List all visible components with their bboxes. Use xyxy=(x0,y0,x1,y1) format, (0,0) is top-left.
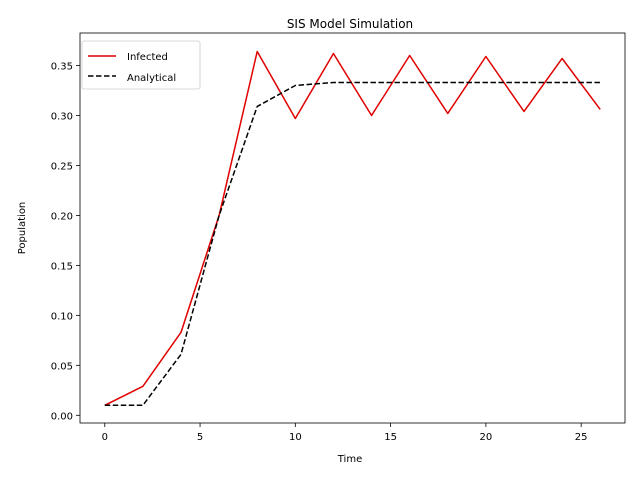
x-axis-ticks: 0 5 10 15 20 25 xyxy=(102,423,588,443)
x-tick-label: 20 xyxy=(480,432,493,443)
y-axis-label: Population xyxy=(17,202,28,255)
x-tick-label: 25 xyxy=(575,432,588,443)
y-tick-label: 0.00 xyxy=(51,411,73,422)
x-tick-label: 5 xyxy=(197,432,203,443)
y-tick-label: 0.05 xyxy=(51,361,73,372)
x-tick-label: 10 xyxy=(289,432,302,443)
x-tick-label: 15 xyxy=(384,432,397,443)
y-tick-label: 0.10 xyxy=(51,311,73,322)
axes-frame xyxy=(79,32,626,424)
legend-label-infected: Infected xyxy=(127,52,168,63)
y-tick-label: 0.35 xyxy=(51,61,73,72)
y-tick-label: 0.20 xyxy=(51,211,73,222)
x-axis-label: Time xyxy=(337,454,362,465)
series-layer xyxy=(104,50,601,407)
y-tick-label: 0.15 xyxy=(51,261,73,272)
chart-title: SIS Model Simulation xyxy=(287,17,413,31)
series-line-analytical xyxy=(104,81,601,407)
y-axis-ticks: 0.00 0.05 0.10 0.15 0.20 0.25 0.30 0.35 xyxy=(51,61,80,422)
x-tick-label: 0 xyxy=(102,432,108,443)
series-line-infected xyxy=(104,50,601,406)
y-tick-label: 0.25 xyxy=(51,161,73,172)
y-tick-label: 0.30 xyxy=(51,111,73,122)
legend: Infected Analytical xyxy=(81,40,201,90)
legend-box xyxy=(81,40,201,90)
axes-background xyxy=(80,33,625,423)
plot-area xyxy=(79,32,626,424)
legend-label-analytical: Analytical xyxy=(127,73,176,84)
